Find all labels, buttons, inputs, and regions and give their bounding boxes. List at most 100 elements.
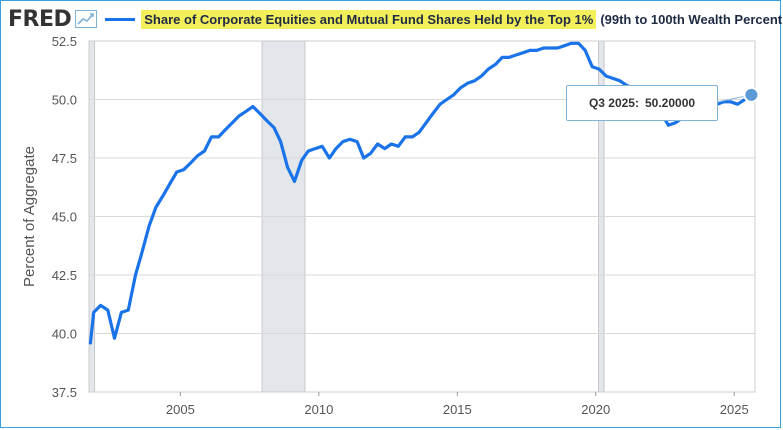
- series-point[interactable]: [341, 140, 345, 144]
- tooltip-value: 50.20000: [644, 96, 696, 110]
- series-point[interactable]: [521, 51, 525, 55]
- series-point[interactable]: [223, 128, 227, 132]
- series-point[interactable]: [230, 121, 234, 125]
- series-point[interactable]: [514, 53, 518, 57]
- series-point[interactable]: [445, 98, 449, 102]
- series-point[interactable]: [528, 48, 532, 52]
- line-chart-icon[interactable]: [75, 10, 98, 28]
- series-point[interactable]: [507, 55, 511, 59]
- series-point[interactable]: [106, 308, 110, 312]
- series-point[interactable]: [182, 168, 186, 172]
- series-point[interactable]: [611, 76, 615, 80]
- series-point[interactable]: [577, 41, 581, 45]
- series-point[interactable]: [549, 46, 553, 50]
- series-point[interactable]: [251, 105, 255, 109]
- series-point[interactable]: [244, 109, 248, 113]
- x-tick-label: 2015: [443, 402, 472, 417]
- series-point[interactable]: [334, 147, 338, 151]
- series-point[interactable]: [112, 336, 116, 340]
- series-point[interactable]: [604, 74, 608, 78]
- x-tick-label: 2020: [581, 402, 610, 417]
- series-point[interactable]: [147, 224, 151, 228]
- fred-logo[interactable]: FRED: [8, 6, 72, 32]
- series-point[interactable]: [459, 86, 463, 90]
- series-point[interactable]: [410, 135, 414, 139]
- series-point[interactable]: [355, 140, 359, 144]
- series-point[interactable]: [306, 149, 310, 153]
- series-point[interactable]: [597, 67, 601, 71]
- series-point[interactable]: [320, 144, 324, 148]
- series-point[interactable]: [376, 142, 380, 146]
- series-point[interactable]: [417, 130, 421, 134]
- series-point[interactable]: [348, 137, 352, 141]
- chart-title[interactable]: Share of Corporate Equities and Mutual F…: [141, 9, 597, 29]
- series-point[interactable]: [327, 156, 331, 160]
- x-tick-label: 2025: [720, 402, 749, 417]
- series-point[interactable]: [88, 341, 92, 345]
- series-point[interactable]: [452, 93, 456, 97]
- series-point[interactable]: [729, 100, 733, 104]
- series-point[interactable]: [202, 149, 206, 153]
- series-point[interactable]: [258, 112, 262, 116]
- series-point[interactable]: [292, 179, 296, 183]
- series-point[interactable]: [466, 81, 470, 85]
- series-point[interactable]: [500, 55, 504, 59]
- series-point[interactable]: [618, 79, 622, 83]
- series-point[interactable]: [99, 303, 103, 307]
- series-point[interactable]: [265, 119, 269, 123]
- series-point[interactable]: [535, 48, 539, 52]
- series-point[interactable]: [119, 310, 123, 314]
- series-point[interactable]: [313, 147, 317, 151]
- series-point[interactable]: [424, 121, 428, 125]
- series-point[interactable]: [542, 46, 546, 50]
- series-point[interactable]: [189, 161, 193, 165]
- series-point[interactable]: [209, 135, 213, 139]
- series-point[interactable]: [556, 46, 560, 50]
- series-point[interactable]: [286, 165, 290, 169]
- x-tick-labels: 2005 2010 2015 2020 2025: [166, 392, 749, 417]
- series-point[interactable]: [168, 182, 172, 186]
- series-point[interactable]: [383, 147, 387, 151]
- series-point[interactable]: [279, 140, 283, 144]
- series-point[interactable]: [583, 48, 587, 52]
- series-point[interactable]: [369, 151, 373, 155]
- series-point[interactable]: [673, 121, 677, 125]
- series-point[interactable]: [431, 112, 435, 116]
- series-point[interactable]: [126, 308, 130, 312]
- series-point[interactable]: [569, 41, 573, 45]
- y-tick-label: 47.5: [52, 151, 77, 166]
- series-point[interactable]: [494, 62, 498, 66]
- series-point[interactable]: [396, 144, 400, 148]
- series-point[interactable]: [362, 156, 366, 160]
- series-point[interactable]: [140, 250, 144, 254]
- series-point[interactable]: [300, 158, 304, 162]
- series-point[interactable]: [272, 126, 276, 130]
- hover-marker[interactable]: [743, 86, 760, 103]
- series-point[interactable]: [217, 135, 221, 139]
- series-point[interactable]: [196, 154, 200, 158]
- series-point[interactable]: [161, 193, 165, 197]
- plot-area: [88, 40, 756, 393]
- series-point[interactable]: [479, 74, 483, 78]
- series-point[interactable]: [92, 310, 96, 314]
- series-point[interactable]: [175, 170, 179, 174]
- series-point[interactable]: [736, 102, 740, 106]
- legend-series-line: [105, 17, 136, 21]
- series-point[interactable]: [562, 44, 566, 48]
- series-point[interactable]: [154, 205, 158, 209]
- series-point[interactable]: [486, 67, 490, 71]
- x-tick-label: 2005: [166, 402, 195, 417]
- value-tooltip: Q3 2025: 50.20000: [566, 85, 718, 121]
- series-point[interactable]: [134, 273, 138, 277]
- series-point[interactable]: [438, 102, 442, 106]
- series-point[interactable]: [590, 65, 594, 69]
- series-point[interactable]: [403, 135, 407, 139]
- series-point[interactable]: [389, 142, 393, 146]
- series-point[interactable]: [472, 79, 476, 83]
- y-tick-label: 45.0: [52, 210, 77, 225]
- x-tick-label: 2010: [304, 402, 333, 417]
- series-point[interactable]: [666, 123, 670, 127]
- y-tick-label: 50.0: [52, 93, 77, 108]
- series-point[interactable]: [237, 114, 241, 118]
